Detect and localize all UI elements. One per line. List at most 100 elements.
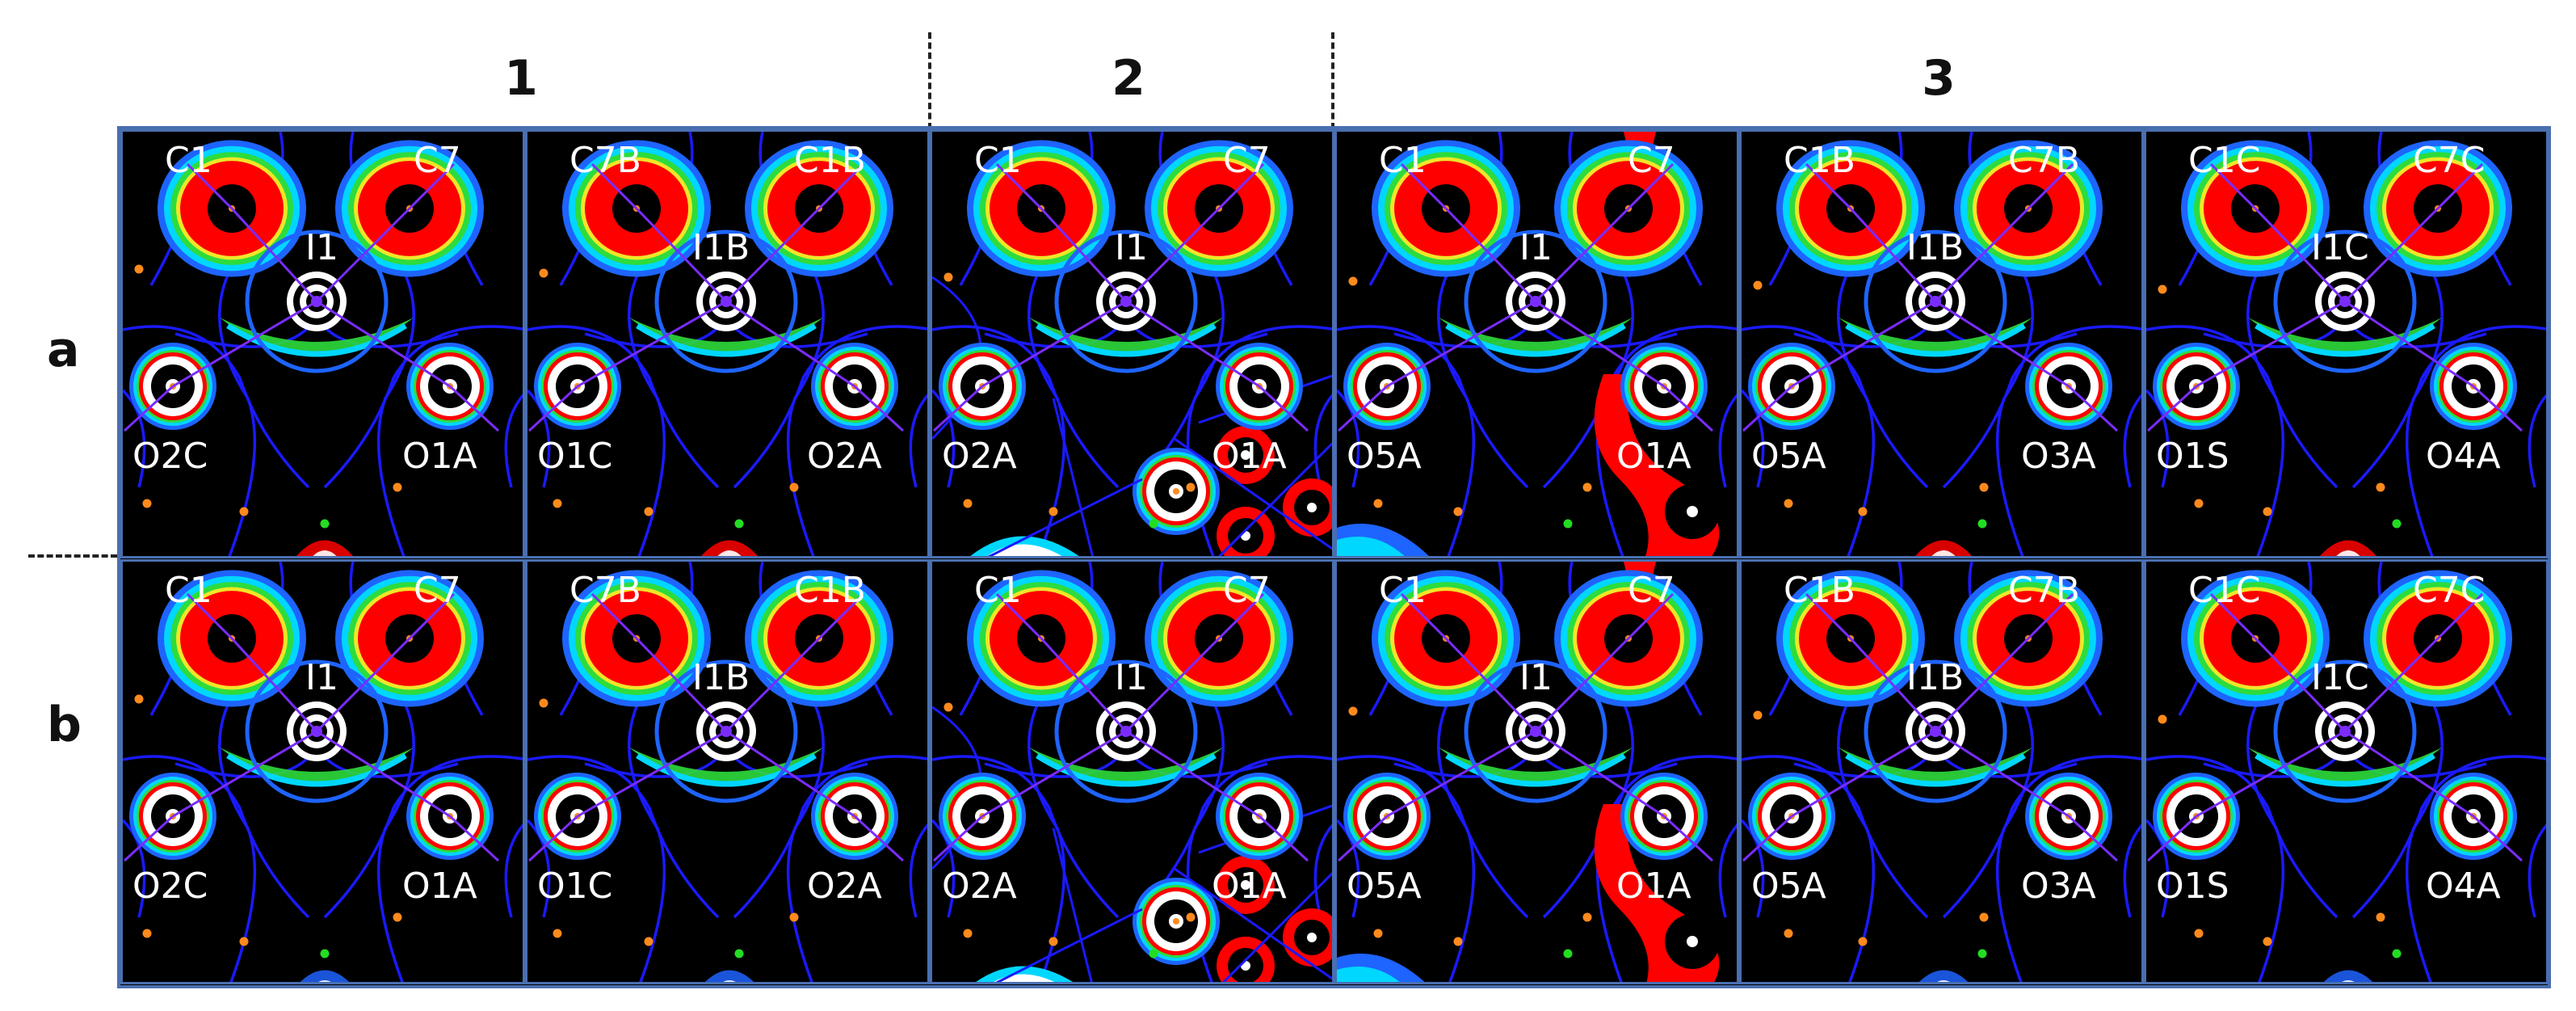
atom-label-center: I1 (305, 657, 338, 698)
panel-b-5: C1B C7B I1B O5A O3A (1739, 559, 2144, 984)
neighbor-density (296, 540, 353, 556)
atom-label-tl: C1 (974, 140, 1022, 181)
atom-label-bl: O5A (1347, 866, 1422, 907)
atom-label-tr: C7 (1223, 140, 1271, 181)
atom-label-tl: C1C (2188, 570, 2261, 611)
atom-label-tl: C1C (2188, 140, 2261, 181)
panel-b-1: C1 C7 I1 O2C O1A (120, 559, 525, 984)
atom-label-bl: O2A (942, 866, 1017, 907)
neighbor-density (2324, 970, 2372, 982)
atom-label-tl: C1B (1784, 140, 1855, 181)
atom-label-tl: C7B (569, 140, 641, 181)
atom-label-br: O4A (2426, 436, 2501, 477)
neighbor-density (1919, 970, 1968, 982)
critical-points (2158, 714, 2402, 958)
atom-label-tl: C1 (1379, 570, 1427, 611)
atom-label-center: I1B (1906, 657, 1965, 698)
critical-points (1753, 710, 1989, 958)
atom-label-center: I1 (305, 227, 338, 268)
atom-label-br: O3A (2021, 866, 2096, 907)
critical-points (134, 264, 402, 529)
atom-label-br: O1A (402, 866, 477, 907)
atom-label-tr: C7 (1223, 570, 1271, 611)
panel-a-2: C7B C1B I1B O1C O2A (525, 129, 930, 558)
panel-a-6: C1C C7C I1C O1S O4A (2144, 129, 2549, 558)
separator-1-2 (928, 32, 931, 129)
panel-b-4: C1 C7 I1 O5A O1A (1334, 559, 1739, 984)
critical-points (539, 268, 799, 529)
panel-b-3: C1 C7 I1 O2A O1A (930, 559, 1334, 984)
atom-label-tl: C1 (974, 570, 1022, 611)
atom-label-center: I1C (2311, 227, 2369, 268)
bond-paths (932, 592, 1309, 862)
contour-map (527, 132, 927, 556)
contour-map (527, 562, 927, 982)
atom-label-br: O1A (1212, 866, 1287, 907)
neighbor-oxygen (1133, 448, 1220, 535)
atom-label-tl: C1 (165, 570, 212, 611)
atom-label-tl: C1 (165, 140, 212, 181)
bond-paths (2146, 162, 2523, 432)
contour-map (1742, 562, 2141, 982)
neighbor-density (705, 970, 754, 982)
atom-label-bl: O5A (1751, 436, 1826, 477)
atom-label-bl: O1C (537, 436, 613, 477)
atom-label-tr: C1B (794, 140, 866, 181)
contour-map (2146, 132, 2546, 556)
critical-points (134, 694, 402, 958)
row-label-b: b (47, 697, 82, 753)
panel-b-6: C1C C7C I1C O1S O4A (2144, 559, 2549, 984)
compound-label-2: 2 (1112, 50, 1145, 107)
panel-a-5: C1B C7B I1B O5A O3A (1739, 129, 2144, 558)
carbon-density-right (335, 140, 484, 277)
contour-map (123, 132, 523, 556)
critical-points (943, 702, 1196, 958)
atom-label-br: O1A (1616, 866, 1691, 907)
oxygen-density-right (1620, 773, 1708, 860)
atom-label-center: I1 (1519, 657, 1553, 698)
atom-label-br: O1A (1212, 436, 1287, 477)
oxygen-density-left (939, 773, 1026, 860)
atom-label-tr: C7 (414, 570, 461, 611)
bond-paths (123, 162, 500, 432)
neighbor-density (701, 540, 758, 556)
contour-map (123, 562, 523, 982)
gradient-lines (1337, 132, 1737, 556)
contour-map (1337, 562, 1737, 982)
atom-label-tr: C7B (2008, 140, 2080, 181)
atom-label-tr: C7 (414, 140, 461, 181)
atom-label-br: O2A (807, 436, 882, 477)
atom-label-br: O4A (2426, 866, 2501, 907)
atom-label-center: I1B (692, 657, 750, 698)
atom-label-tr: C7C (2413, 570, 2486, 611)
contour-map (1742, 132, 2141, 556)
atom-label-center: I1B (1906, 227, 1965, 268)
atom-label-tl: C1 (1379, 140, 1427, 181)
contour-map (932, 562, 1332, 982)
atom-label-bl: O5A (1347, 436, 1422, 477)
panel-a-1: C1 C7 I1 O2C O1A (120, 129, 525, 558)
atom-label-br: O2A (807, 866, 882, 907)
critical-points (2158, 284, 2402, 529)
atom-label-bl: O1S (2156, 436, 2229, 477)
neighbor-oxygen (1133, 878, 1220, 965)
compound-label-3: 3 (1922, 50, 1956, 107)
neighbor-density (2320, 540, 2376, 556)
critical-points (1753, 280, 1989, 529)
critical-points (1348, 706, 1592, 958)
atom-label-center: I1C (2311, 657, 2369, 698)
atom-label-center: I1 (1115, 227, 1148, 268)
contour-map (1337, 132, 1737, 556)
row-separator (28, 554, 117, 558)
atom-label-bl: O1S (2156, 866, 2229, 907)
separator-2-3 (1331, 32, 1334, 129)
atom-label-bl: O5A (1751, 866, 1826, 907)
bond-paths (1742, 162, 2119, 432)
critical-points (943, 272, 1196, 529)
panel-a-4: C1 C7 I1 O5A O1A (1334, 129, 1739, 558)
bond-paths (932, 162, 1309, 432)
panel-a-3: C1 C7 I1 O2A O1A (930, 129, 1334, 558)
critical-points (539, 698, 799, 958)
contour-map (932, 132, 1332, 556)
atom-label-bl: O2C (132, 866, 208, 907)
